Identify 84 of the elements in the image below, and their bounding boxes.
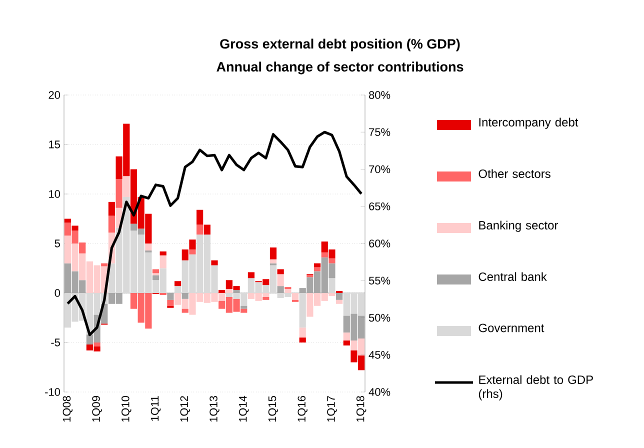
bar — [284, 289, 292, 293]
bar — [343, 340, 350, 346]
y-tick-label: 15 — [49, 140, 60, 148]
bar — [167, 300, 174, 306]
bar — [182, 308, 188, 313]
bar — [299, 293, 306, 328]
chart-title: Gross external debt position (% GDP) — [220, 38, 460, 52]
bar — [108, 202, 116, 216]
x-tick-label: 1Q14 — [239, 396, 249, 422]
bar — [196, 210, 204, 225]
bar — [270, 247, 277, 260]
x-tick-label: 1Q15 — [268, 396, 278, 422]
bar — [196, 224, 204, 235]
bar — [72, 226, 78, 231]
y2-tick-label: 80% — [369, 91, 390, 99]
y-tick-label: -10 — [45, 388, 60, 396]
bar — [160, 251, 166, 256]
y2-tick-label: 55% — [368, 276, 390, 284]
y2-tick-label: 60% — [369, 240, 390, 248]
bar — [343, 332, 350, 341]
bar — [174, 281, 182, 286]
legend-label: Banking sector — [479, 220, 558, 232]
bar — [277, 286, 284, 293]
bar — [336, 293, 343, 300]
x-tick-label: 1Q13 — [210, 396, 220, 422]
bar — [336, 300, 343, 304]
bar — [262, 296, 270, 300]
x-tick-label: 1Q11 — [150, 396, 161, 421]
bar — [152, 275, 160, 280]
bar — [299, 328, 306, 338]
bar — [277, 274, 284, 286]
bar — [108, 216, 116, 233]
bar — [226, 289, 232, 293]
bar — [240, 306, 248, 309]
bar — [321, 252, 328, 258]
legend-label: Central bank — [478, 272, 547, 282]
x-tick-label: 1Q08 — [62, 396, 73, 422]
bar — [189, 249, 196, 254]
bar — [248, 272, 255, 278]
bar — [299, 338, 306, 342]
bar — [123, 176, 130, 197]
y-tick-label: -5 — [51, 338, 60, 346]
legend-label: Government — [478, 324, 544, 332]
bar — [328, 278, 336, 293]
bar — [270, 259, 277, 264]
y2-tick-label: 75% — [369, 128, 390, 136]
y-tick-label: 0 — [54, 289, 60, 297]
bar — [160, 255, 166, 268]
y2-tick-label: 40% — [368, 388, 390, 396]
line-series — [66, 130, 363, 336]
bar — [152, 269, 160, 274]
y2-tick-label: 50% — [368, 314, 390, 322]
bar — [218, 290, 226, 293]
x-tick-label: 1Q10 — [122, 396, 132, 422]
bar — [182, 293, 188, 299]
bar — [204, 224, 210, 235]
y-tick-label: 20 — [48, 91, 60, 99]
bar — [328, 258, 336, 264]
bar — [314, 263, 321, 268]
legend-label: Intercompany debt — [479, 118, 578, 129]
bar — [189, 240, 196, 250]
x-tick-label: 1Q12 — [180, 396, 190, 422]
y2-tick-label: 65% — [369, 202, 390, 210]
bar — [233, 290, 240, 293]
y-tick-label: 10 — [49, 190, 60, 198]
legend-label: Other sectors — [478, 169, 550, 178]
y2-tick-label: 45% — [368, 351, 390, 359]
x-tick-label: 1Q09 — [92, 396, 102, 422]
bar — [277, 269, 284, 274]
bar — [116, 179, 122, 208]
y-tick-label: 5 — [54, 240, 60, 248]
bar — [292, 293, 299, 300]
x-tick-label: 1Q16 — [298, 396, 308, 422]
x-tick-label: 1Q18 — [356, 396, 366, 422]
bar — [182, 249, 188, 260]
bar — [167, 293, 174, 300]
x-tick-label: 1Q17 — [327, 396, 337, 422]
bar — [101, 263, 108, 266]
bar — [145, 244, 152, 250]
legend-label: External debt to GDP (rhs) — [478, 375, 593, 400]
chart-subtitle: Annual change of sector contributions — [216, 62, 464, 74]
bar — [211, 260, 218, 266]
bar — [94, 342, 100, 346]
y2-tick-label: 70% — [369, 165, 390, 174]
